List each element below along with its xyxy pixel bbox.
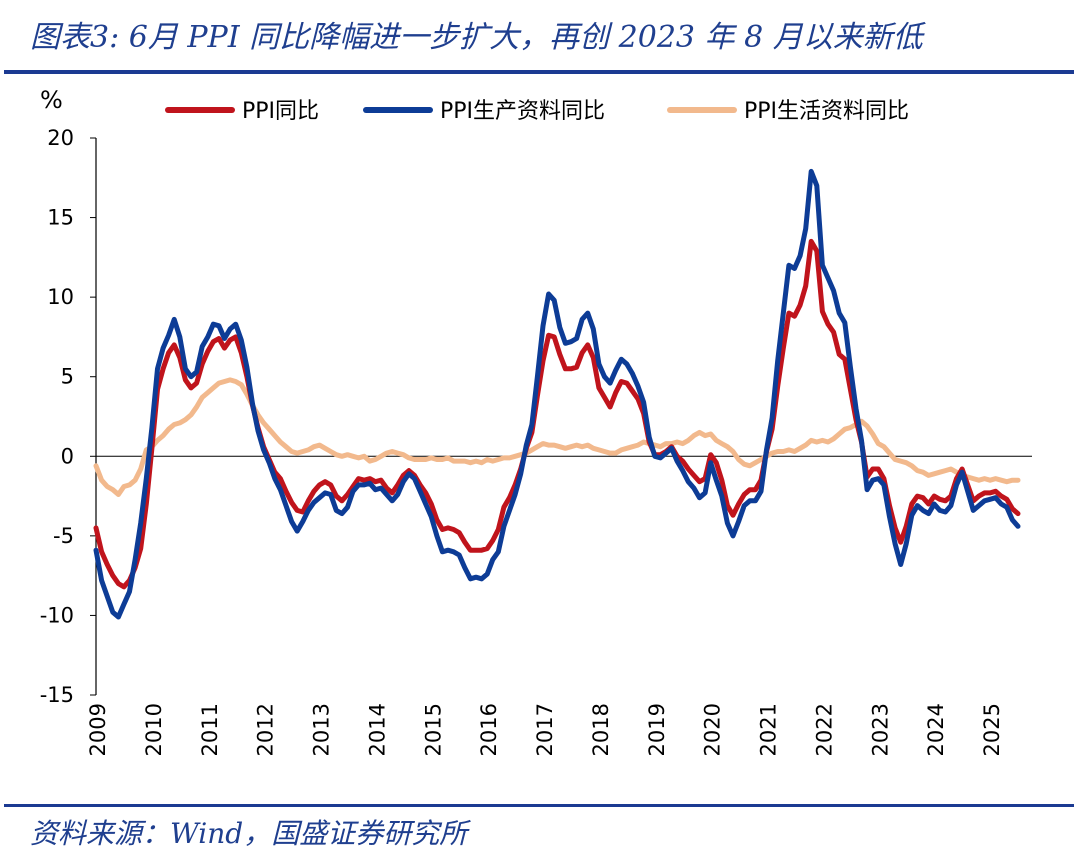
- legend-label-2: PPI生产资料同比: [440, 99, 605, 124]
- x-tick-label: 2011: [198, 703, 222, 756]
- x-tick-label: 2013: [310, 703, 334, 756]
- source-rule: [4, 804, 1074, 807]
- y-tick-label: 15: [47, 206, 74, 230]
- x-tick-label: 2009: [86, 703, 110, 756]
- series-group: [93, 168, 1021, 620]
- title-rule: [4, 70, 1074, 74]
- x-tick-label: 2022: [812, 703, 836, 756]
- chart-title: 图表3: 6月 PPI 同比降幅进一步扩大，再创 2023 年 8 月以来新低: [30, 20, 923, 55]
- y-tick-label: 20: [47, 126, 74, 150]
- x-tick-label: 2025: [980, 703, 1004, 756]
- source-note: 资料来源：Wind，国盛证券研究所: [30, 817, 468, 850]
- x-tick-label: 2017: [533, 703, 557, 756]
- y-tick-label: -10: [40, 603, 74, 627]
- x-tick-label: 2020: [701, 703, 725, 756]
- x-tick-label: 2023: [868, 703, 892, 756]
- legend: PPI同比 PPI生产资料同比 PPI生活资料同比: [165, 99, 909, 124]
- legend-label-3: PPI生活资料同比: [744, 99, 909, 124]
- legend-label-1: PPI同比: [242, 99, 319, 124]
- x-tick-label: 2015: [421, 703, 445, 756]
- x-tick-label: 2014: [365, 703, 389, 756]
- y-tick-label: 5: [61, 365, 74, 389]
- x-tick-label: 2024: [924, 703, 948, 756]
- x-tick-label: 2021: [757, 703, 781, 756]
- y-tick-label: -15: [40, 683, 74, 707]
- y-tick-label: 0: [61, 444, 74, 468]
- x-tick-label: 2010: [142, 703, 166, 756]
- x-tick-label: 2019: [645, 703, 669, 756]
- x-tick-label: 2012: [254, 703, 278, 756]
- series-line-1: [93, 238, 1021, 590]
- y-tick-label: -5: [53, 524, 74, 548]
- x-tick-label: 2018: [589, 703, 613, 756]
- y-tick-label: 10: [47, 285, 74, 309]
- y-axis-unit-label: %: [40, 86, 63, 114]
- series-line-2: [93, 168, 1021, 620]
- x-tick-label: 2016: [477, 703, 501, 756]
